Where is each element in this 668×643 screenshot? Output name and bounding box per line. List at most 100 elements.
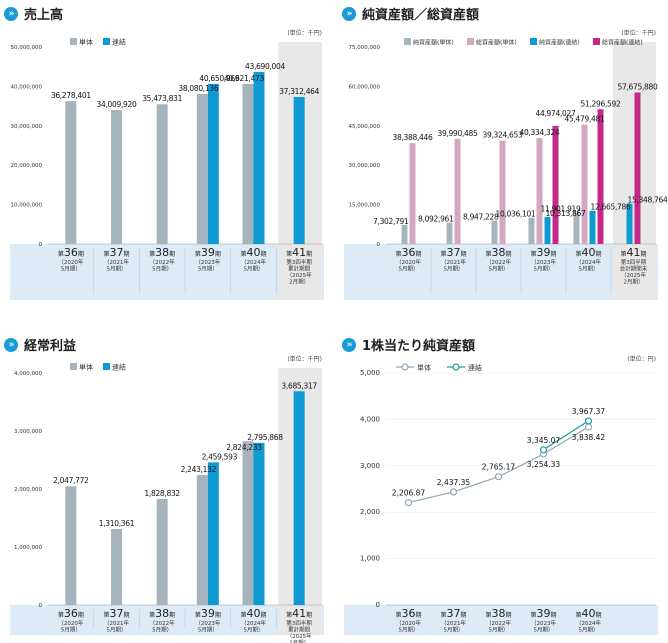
category-sublabel: （2020年 — [396, 258, 421, 266]
category-sublabel: 5月期） — [489, 266, 509, 273]
category-sublabel: （2021年 — [104, 619, 129, 627]
data-label: 3,345.07 — [527, 436, 561, 445]
category-sublabel: 5月期） — [244, 266, 264, 273]
y-tick-label: 2,000,000 — [14, 487, 42, 493]
chart-title: 純資産額／総資産額 — [362, 4, 479, 23]
y-tick-label: 15,000,000 — [349, 203, 381, 209]
bar — [243, 441, 254, 605]
bar — [590, 211, 596, 244]
sales-chart: (単位：千円)010,000,00020,000,00030,000,00040… — [0, 22, 334, 322]
category-sublabel: 5月期） — [489, 627, 509, 634]
bar — [208, 84, 219, 244]
legend-swatch — [530, 38, 537, 45]
legend-swatch — [103, 363, 110, 370]
category-sublabel: 5月期） — [61, 627, 81, 634]
data-label: 3,254.33 — [527, 460, 561, 469]
bar — [294, 97, 305, 244]
data-label: 2,459,593 — [202, 452, 238, 461]
legend-label: 単体 — [417, 363, 431, 372]
ordinary-income-chart: (単位：千円)01,000,0002,000,0003,000,0004,000… — [0, 353, 334, 643]
legend-label: 連結 — [112, 38, 126, 47]
bar — [492, 220, 498, 244]
category-sublabel: （2020年 — [58, 619, 83, 627]
data-label: 57,675,880 — [618, 83, 658, 92]
data-label: 12,665,786 — [591, 203, 631, 212]
category-sublabel: 2月期） — [289, 640, 309, 643]
category-sublabel: （2021年 — [441, 619, 466, 627]
y-tick-label: 30,000,000 — [349, 163, 381, 169]
category-sublabel: （2024年 — [241, 258, 266, 266]
legend-label: 単体 — [79, 363, 93, 372]
y-tick-label: 2,000 — [360, 508, 380, 516]
category-sublabel: （2024年 — [576, 619, 601, 627]
category-sublabel: （2022年 — [150, 258, 175, 266]
bar — [65, 101, 76, 244]
unit-label: (単位：千円) — [621, 29, 656, 37]
category-sublabel: （2023年 — [195, 258, 220, 266]
bar — [545, 217, 551, 244]
y-tick-label: 5,000 — [360, 369, 380, 377]
y-tick-label: 0 — [376, 601, 380, 609]
category-sublabel: 2月期） — [624, 279, 644, 286]
chevron-double-right-icon: » — [342, 338, 356, 352]
y-tick-label: 0 — [377, 242, 381, 248]
data-label: 2,206.87 — [392, 489, 426, 498]
category-sublabel: 5月期） — [444, 266, 464, 273]
y-tick-label: 1,000,000 — [14, 545, 42, 551]
bar — [254, 72, 265, 244]
legend-swatch — [70, 363, 77, 370]
chart-title: 売上高 — [24, 4, 63, 23]
bar — [157, 499, 168, 605]
bar — [553, 126, 559, 244]
category-sublabel: （2023年 — [195, 619, 220, 627]
data-point — [406, 500, 412, 506]
category-sublabel: 第3四半期 — [621, 258, 647, 266]
data-label: 3,967.37 — [572, 407, 606, 416]
legend-swatch — [467, 38, 474, 45]
data-label: 10,036,101 — [496, 210, 536, 219]
bar — [197, 475, 208, 605]
category-sublabel: 5月期） — [198, 266, 218, 273]
data-label: 45,479,481 — [565, 115, 605, 124]
legend-swatch — [103, 38, 110, 45]
bar — [254, 443, 265, 605]
category-sublabel: 5月期） — [244, 627, 264, 634]
category-sublabel: 5月期） — [107, 627, 127, 634]
data-label: 51,296,592 — [581, 99, 621, 108]
panel-title-bps: » 1株当たり純資産額 — [342, 335, 475, 354]
category-sublabel: 5月期） — [399, 266, 419, 273]
category-sublabel: （2024年 — [241, 619, 266, 627]
chart-title: 1株当たり純資産額 — [362, 335, 475, 354]
legend-label: 単体 — [79, 38, 93, 47]
chevron-double-right-icon: » — [342, 7, 356, 21]
category-sublabel: （2025年 — [287, 271, 312, 279]
category-sublabel: 5月期） — [399, 627, 419, 634]
bar — [537, 138, 543, 244]
bar — [111, 110, 122, 244]
category-sublabel: 5月期） — [444, 627, 464, 634]
bar — [111, 529, 122, 605]
panel-title-sales: » 売上高 — [4, 4, 63, 23]
category-sublabel: 第3四半期 — [286, 619, 312, 627]
bar — [65, 486, 76, 605]
data-label: 11,901,919 — [541, 205, 581, 214]
bar — [157, 104, 168, 244]
chevron-double-right-icon: » — [4, 7, 18, 21]
legend-label: 総資産額(単体) — [476, 39, 517, 47]
legend-marker — [453, 364, 459, 370]
data-label: 2,765.17 — [482, 463, 516, 472]
data-label: 43,690,004 — [245, 62, 285, 71]
category-sublabel: 第3四半期 — [286, 258, 312, 266]
category-sublabel: （2020年 — [396, 619, 421, 627]
category-sublabel: 5月期） — [152, 266, 172, 273]
bar — [402, 225, 408, 244]
bar — [208, 462, 219, 605]
bar — [455, 139, 461, 244]
legend-swatch — [593, 38, 600, 45]
category-sublabel: 5月期） — [61, 266, 81, 273]
bar — [598, 109, 604, 244]
bar — [447, 223, 453, 244]
category-sublabel: 5月期） — [534, 266, 554, 273]
